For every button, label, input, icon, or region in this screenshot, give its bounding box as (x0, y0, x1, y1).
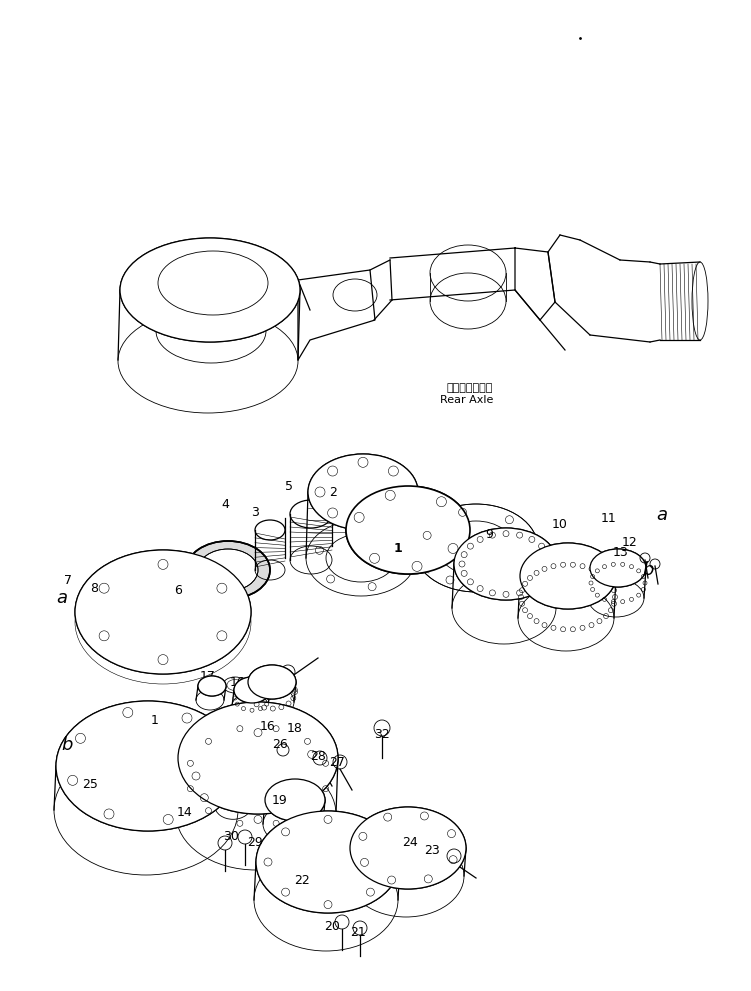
Text: a: a (656, 506, 668, 524)
Text: Rear Axle: Rear Axle (440, 395, 493, 405)
Ellipse shape (308, 454, 418, 530)
Text: 4: 4 (221, 498, 229, 511)
Text: 32: 32 (374, 727, 390, 740)
Text: 33: 33 (240, 682, 256, 695)
Text: 15: 15 (255, 684, 271, 697)
Text: リヤーアクスル: リヤーアクスル (447, 383, 493, 393)
Ellipse shape (248, 665, 296, 699)
Ellipse shape (186, 541, 270, 599)
Text: 20: 20 (324, 920, 340, 933)
Text: 19: 19 (272, 794, 288, 807)
Text: 13: 13 (613, 546, 629, 560)
Text: 16: 16 (260, 719, 276, 732)
Ellipse shape (75, 550, 251, 674)
Ellipse shape (520, 543, 616, 609)
Ellipse shape (234, 677, 270, 703)
Text: 14: 14 (177, 806, 193, 819)
Ellipse shape (120, 238, 300, 342)
Text: a: a (56, 589, 68, 607)
Ellipse shape (256, 811, 400, 913)
Text: 18: 18 (287, 722, 303, 735)
Text: 26: 26 (272, 738, 288, 751)
Ellipse shape (265, 779, 325, 821)
Text: 11: 11 (601, 511, 617, 524)
Text: 10: 10 (552, 518, 568, 531)
Ellipse shape (350, 807, 466, 889)
Text: 1: 1 (151, 714, 159, 726)
Text: 6: 6 (174, 584, 182, 597)
Text: 1: 1 (394, 541, 403, 555)
Text: 17: 17 (200, 671, 216, 684)
Text: 25: 25 (82, 778, 98, 791)
Text: 9: 9 (485, 528, 493, 541)
Text: 16: 16 (230, 677, 246, 690)
Text: 3: 3 (251, 506, 259, 519)
Text: 21: 21 (350, 926, 366, 938)
Ellipse shape (414, 504, 538, 592)
Text: 22: 22 (294, 873, 310, 887)
Text: b: b (642, 561, 653, 579)
Text: 23: 23 (424, 844, 440, 857)
Ellipse shape (198, 676, 226, 696)
Ellipse shape (590, 549, 646, 587)
Polygon shape (298, 270, 375, 360)
Text: 2: 2 (329, 486, 337, 498)
Ellipse shape (56, 701, 240, 831)
Text: 30: 30 (223, 829, 239, 842)
Text: 5: 5 (285, 481, 293, 494)
Text: 31: 31 (275, 670, 291, 683)
Text: b: b (62, 736, 73, 754)
Ellipse shape (158, 251, 268, 315)
Ellipse shape (346, 486, 470, 574)
Polygon shape (515, 248, 555, 320)
Ellipse shape (178, 702, 338, 814)
Text: 27: 27 (329, 755, 345, 768)
Text: 7: 7 (64, 574, 72, 587)
Ellipse shape (198, 549, 258, 591)
Text: 29: 29 (247, 836, 263, 849)
Text: 8: 8 (90, 583, 98, 596)
Text: 24: 24 (402, 835, 418, 848)
Text: 12: 12 (622, 536, 638, 549)
Text: 28: 28 (310, 749, 326, 762)
Ellipse shape (454, 528, 558, 600)
